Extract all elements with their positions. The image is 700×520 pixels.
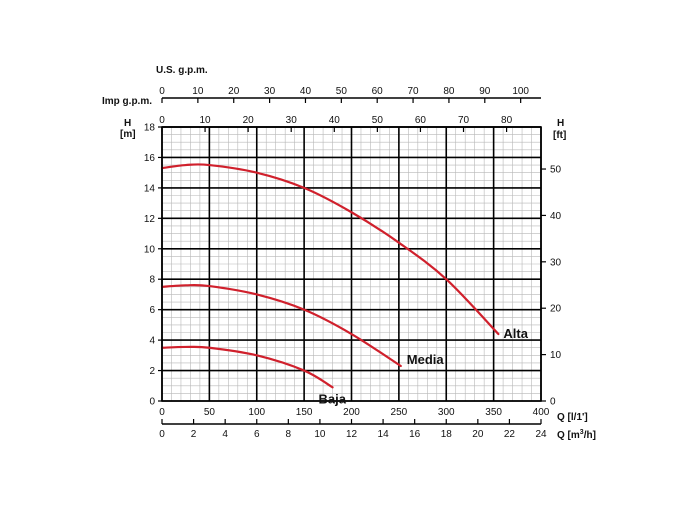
- ft-tick-label: 40: [550, 211, 562, 222]
- m3h-axis-tick-label: 22: [504, 429, 516, 440]
- m3h-axis-tick-label: 10: [314, 429, 326, 440]
- impgpm-axis-tick-label: 50: [372, 115, 384, 126]
- usgpm-axis-tick-label: 0: [159, 86, 165, 97]
- m3h-axis-tick-label: 16: [409, 429, 421, 440]
- lpm-tick-label: 200: [343, 407, 360, 418]
- m-tick-label: 10: [144, 244, 156, 255]
- m3h-axis-tick-label: 12: [346, 429, 358, 440]
- m-tick-label: 4: [149, 336, 155, 347]
- axis-title-h-ft-letter: H: [557, 118, 564, 129]
- m3h-axis-tick-label: 24: [535, 429, 547, 440]
- impgpm-axis-tick-label: 70: [458, 115, 470, 126]
- axes: [158, 97, 546, 425]
- curve-media: [160, 283, 402, 368]
- usgpm-axis-tick-label: 30: [264, 86, 276, 97]
- axis-title-h-m-letter: H: [124, 118, 131, 129]
- curve-baja: [160, 345, 334, 389]
- usgpm-axis-tick-label: 100: [512, 86, 529, 97]
- impgpm-axis-tick-label: 80: [501, 115, 513, 126]
- curve-alta: [160, 163, 500, 336]
- lpm-tick-label: 250: [391, 407, 408, 418]
- usgpm-axis-tick-label: 10: [192, 86, 204, 97]
- usgpm-axis-tick-label: 60: [372, 86, 384, 97]
- curve-label-media: Media: [407, 352, 445, 367]
- m3h-axis-tick-label: 20: [472, 429, 484, 440]
- m3h-axis-tick-label: 18: [441, 429, 453, 440]
- m-tick-label: 0: [149, 397, 155, 408]
- usgpm-axis-tick-label: 90: [479, 86, 491, 97]
- m-tick-label: 16: [144, 153, 156, 164]
- curves: [160, 163, 500, 389]
- usgpm-axis-tick-label: 70: [408, 86, 420, 97]
- axis-title-h-ft-unit: [ft]: [553, 130, 566, 141]
- lpm-tick-label: 50: [204, 407, 216, 418]
- m-tick-label: 6: [149, 305, 155, 316]
- lpm-tick-label: 300: [438, 407, 455, 418]
- usgpm-axis-tick-label: 20: [228, 86, 240, 97]
- m3h-axis-tick-label: 8: [286, 429, 292, 440]
- axis-title-usgpm: U.S. g.p.m.: [156, 65, 208, 76]
- axis-title-q-m3h: Q [m3/h]: [557, 429, 596, 441]
- lpm-tick-label: 0: [159, 407, 165, 418]
- curve-label-alta: Alta: [503, 326, 528, 341]
- lpm-tick-label: 350: [485, 407, 502, 418]
- axis-title-q-lpm: Q [l/1']: [557, 412, 588, 423]
- axis-title-h-m-unit: [m]: [120, 129, 136, 140]
- lpm-tick-label: 400: [533, 407, 550, 418]
- m-tick-label: 8: [149, 275, 155, 286]
- m3h-axis-tick-label: 14: [378, 429, 390, 440]
- usgpm-axis-tick-label: 80: [443, 86, 455, 97]
- m3h-axis-tick-label: 0: [159, 429, 165, 440]
- ft-tick-label: 30: [550, 257, 562, 268]
- ft-tick-label: 0: [550, 397, 556, 408]
- lpm-tick-label: 150: [296, 407, 313, 418]
- m-tick-label: 2: [149, 366, 155, 377]
- axis-title-q-m3h-start: Q [m: [557, 430, 580, 441]
- m3h-axis-tick-label: 2: [191, 429, 197, 440]
- m3h-axis-tick-label: 4: [222, 429, 228, 440]
- ft-tick-label: 10: [550, 350, 562, 361]
- axis-title-impgpm: Imp g.p.m.: [102, 96, 152, 107]
- lpm-tick-label: 100: [248, 407, 265, 418]
- impgpm-axis-tick-label: 10: [200, 115, 212, 126]
- impgpm-axis-tick-label: 30: [286, 115, 298, 126]
- curve-label-baja: Baja: [319, 391, 347, 406]
- m-tick-label: 14: [144, 183, 156, 194]
- impgpm-axis-tick-label: 20: [243, 115, 255, 126]
- ft-tick-label: 20: [550, 304, 562, 315]
- usgpm-axis-tick-label: 40: [300, 86, 312, 97]
- usgpm-axis-tick-label: 50: [336, 86, 348, 97]
- impgpm-axis-tick-label: 0: [159, 115, 165, 126]
- m3h-axis-tick-label: 6: [254, 429, 260, 440]
- impgpm-axis-tick-label: 40: [329, 115, 341, 126]
- m-tick-label: 18: [144, 123, 156, 134]
- ft-tick-label: 50: [550, 165, 562, 176]
- impgpm-axis-tick-label: 60: [415, 115, 427, 126]
- axis-title-q-m3h-end: /h]: [584, 430, 596, 441]
- m-tick-label: 12: [144, 214, 156, 225]
- axis-title-q-m3h-sup: 3: [580, 429, 584, 436]
